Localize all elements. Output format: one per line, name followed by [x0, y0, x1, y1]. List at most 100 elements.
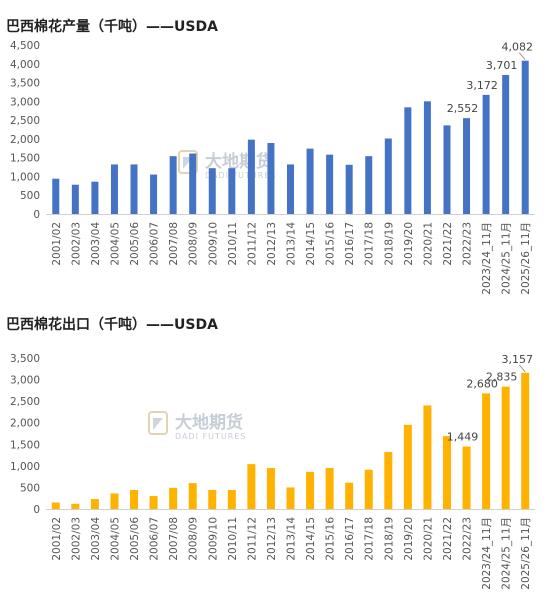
export-ytick-label: 2,000 — [10, 418, 40, 430]
export-category-label: 2023/24_11月 — [481, 517, 493, 590]
export-category-label: 2006/07 — [149, 517, 161, 561]
export-bar — [384, 452, 393, 509]
export-category-label: 2020/21 — [422, 517, 434, 561]
production-category-label: 2020/21 — [422, 222, 434, 266]
production-bar — [110, 164, 118, 214]
export-category-label: 2007/08 — [168, 517, 180, 561]
export-category-label: 2016/17 — [344, 517, 356, 561]
production-bar — [287, 164, 294, 214]
production-category-label: 2011/12 — [246, 222, 258, 266]
export-ytick-label: 500 — [20, 482, 40, 494]
production-watermark-en: DADI FUTURES — [205, 171, 276, 180]
export-bar — [423, 405, 432, 509]
export-category-label: 2013/14 — [286, 517, 298, 561]
production-category-label: 2007/08 — [168, 222, 180, 266]
production-bar — [423, 101, 431, 214]
production-category-label: 2003/04 — [90, 222, 102, 266]
production-category-label: 2017/18 — [364, 222, 376, 266]
export-ytick-label: 1,500 — [10, 439, 40, 451]
production-chart-title: 巴西棉花产量（千吨）——USDA — [6, 19, 218, 35]
production-bar — [502, 75, 510, 214]
production-category-label: 2009/10 — [207, 222, 219, 266]
production-bar — [71, 184, 79, 214]
production-bar — [384, 138, 392, 214]
export-bar — [442, 436, 451, 509]
production-category-label: 2015/16 — [325, 222, 337, 266]
production-bar — [52, 178, 60, 214]
production-category-label: 2022/23 — [462, 222, 474, 266]
export-bar — [462, 446, 471, 509]
export-bar — [90, 499, 99, 509]
production-category-label: 2010/11 — [227, 222, 239, 266]
export-bar — [325, 468, 334, 509]
export-category-label: 2009/10 — [207, 517, 219, 561]
export-bar — [208, 490, 217, 509]
export-category-label: 2021/22 — [442, 517, 454, 561]
production-data-label: 3,172 — [466, 79, 498, 92]
production-bar — [365, 156, 373, 214]
export-bar — [482, 393, 491, 509]
production-category-label: 2006/07 — [149, 222, 161, 266]
export-category-label: 2010/11 — [227, 517, 239, 561]
export-category-label: 2022/23 — [462, 517, 474, 561]
production-bar — [267, 143, 275, 214]
export-bar — [403, 424, 412, 509]
production-bar — [404, 107, 412, 214]
production-data-label: 3,701 — [486, 59, 518, 72]
export-category-label: 2019/20 — [403, 517, 415, 561]
export-data-label: 1,449 — [447, 430, 479, 443]
export-ytick-label: 3,500 — [10, 353, 40, 365]
production-bar — [91, 181, 99, 214]
production-ytick-label: 0 — [33, 209, 40, 221]
production-category-label: 2002/03 — [70, 222, 82, 266]
production-category-label: 2023/24_11月 — [481, 222, 493, 295]
production-category-label: 2013/14 — [286, 222, 298, 266]
export-category-label: 2015/16 — [325, 517, 337, 561]
production-bar — [306, 148, 314, 214]
production-bar — [189, 153, 197, 214]
export-bar — [306, 471, 315, 509]
export-category-label: 2024/25_11月 — [501, 517, 513, 590]
production-bar — [463, 118, 471, 214]
production-category-label: 2014/15 — [305, 222, 317, 266]
export-bar — [286, 487, 295, 509]
export-category-label: 2002/03 — [70, 517, 82, 561]
production-bar — [326, 154, 334, 214]
production-category-label: 2025/26_11月 — [520, 222, 532, 295]
export-bar — [501, 386, 510, 509]
production-watermark-cn: 大地期货 — [205, 151, 273, 172]
export-bar — [188, 483, 197, 509]
production-ytick-label: 2,500 — [10, 115, 40, 127]
export-watermark-cn: 大地期货 — [175, 412, 243, 433]
export-bar — [521, 372, 530, 509]
export-category-label: 2005/06 — [129, 517, 141, 561]
production-bar — [208, 168, 216, 214]
export-bar — [169, 487, 178, 509]
export-category-label: 2011/12 — [246, 517, 258, 561]
export-data-label: 3,157 — [501, 353, 533, 366]
production-ytick-label: 1,500 — [10, 153, 40, 165]
production-ytick-label: 3,000 — [10, 96, 40, 108]
export-data-label: 2,680 — [466, 377, 498, 390]
production-category-label: 2005/06 — [129, 222, 141, 266]
production-category-label: 2016/17 — [344, 222, 356, 266]
production-category-label: 2021/22 — [442, 222, 454, 266]
production-ytick-label: 2,000 — [10, 134, 40, 146]
export-category-label: 2017/18 — [364, 517, 376, 561]
export-data-label: 2,835 — [486, 371, 518, 384]
production-bar — [521, 60, 529, 214]
export-category-label: 2014/15 — [305, 517, 317, 561]
production-bar — [247, 139, 255, 214]
export-category-label: 2004/05 — [109, 517, 121, 561]
production-ytick-label: 4,000 — [10, 59, 40, 71]
export-data-label-leader — [518, 364, 526, 373]
production-bar — [130, 164, 138, 214]
production-ytick-label: 500 — [20, 190, 40, 202]
production-bar — [169, 156, 177, 214]
export-bar — [110, 493, 119, 509]
export-ytick-label: 0 — [33, 504, 40, 516]
export-watermark-en: DADI FUTURES — [175, 432, 246, 441]
production-category-label: 2024/25_11月 — [501, 222, 513, 295]
